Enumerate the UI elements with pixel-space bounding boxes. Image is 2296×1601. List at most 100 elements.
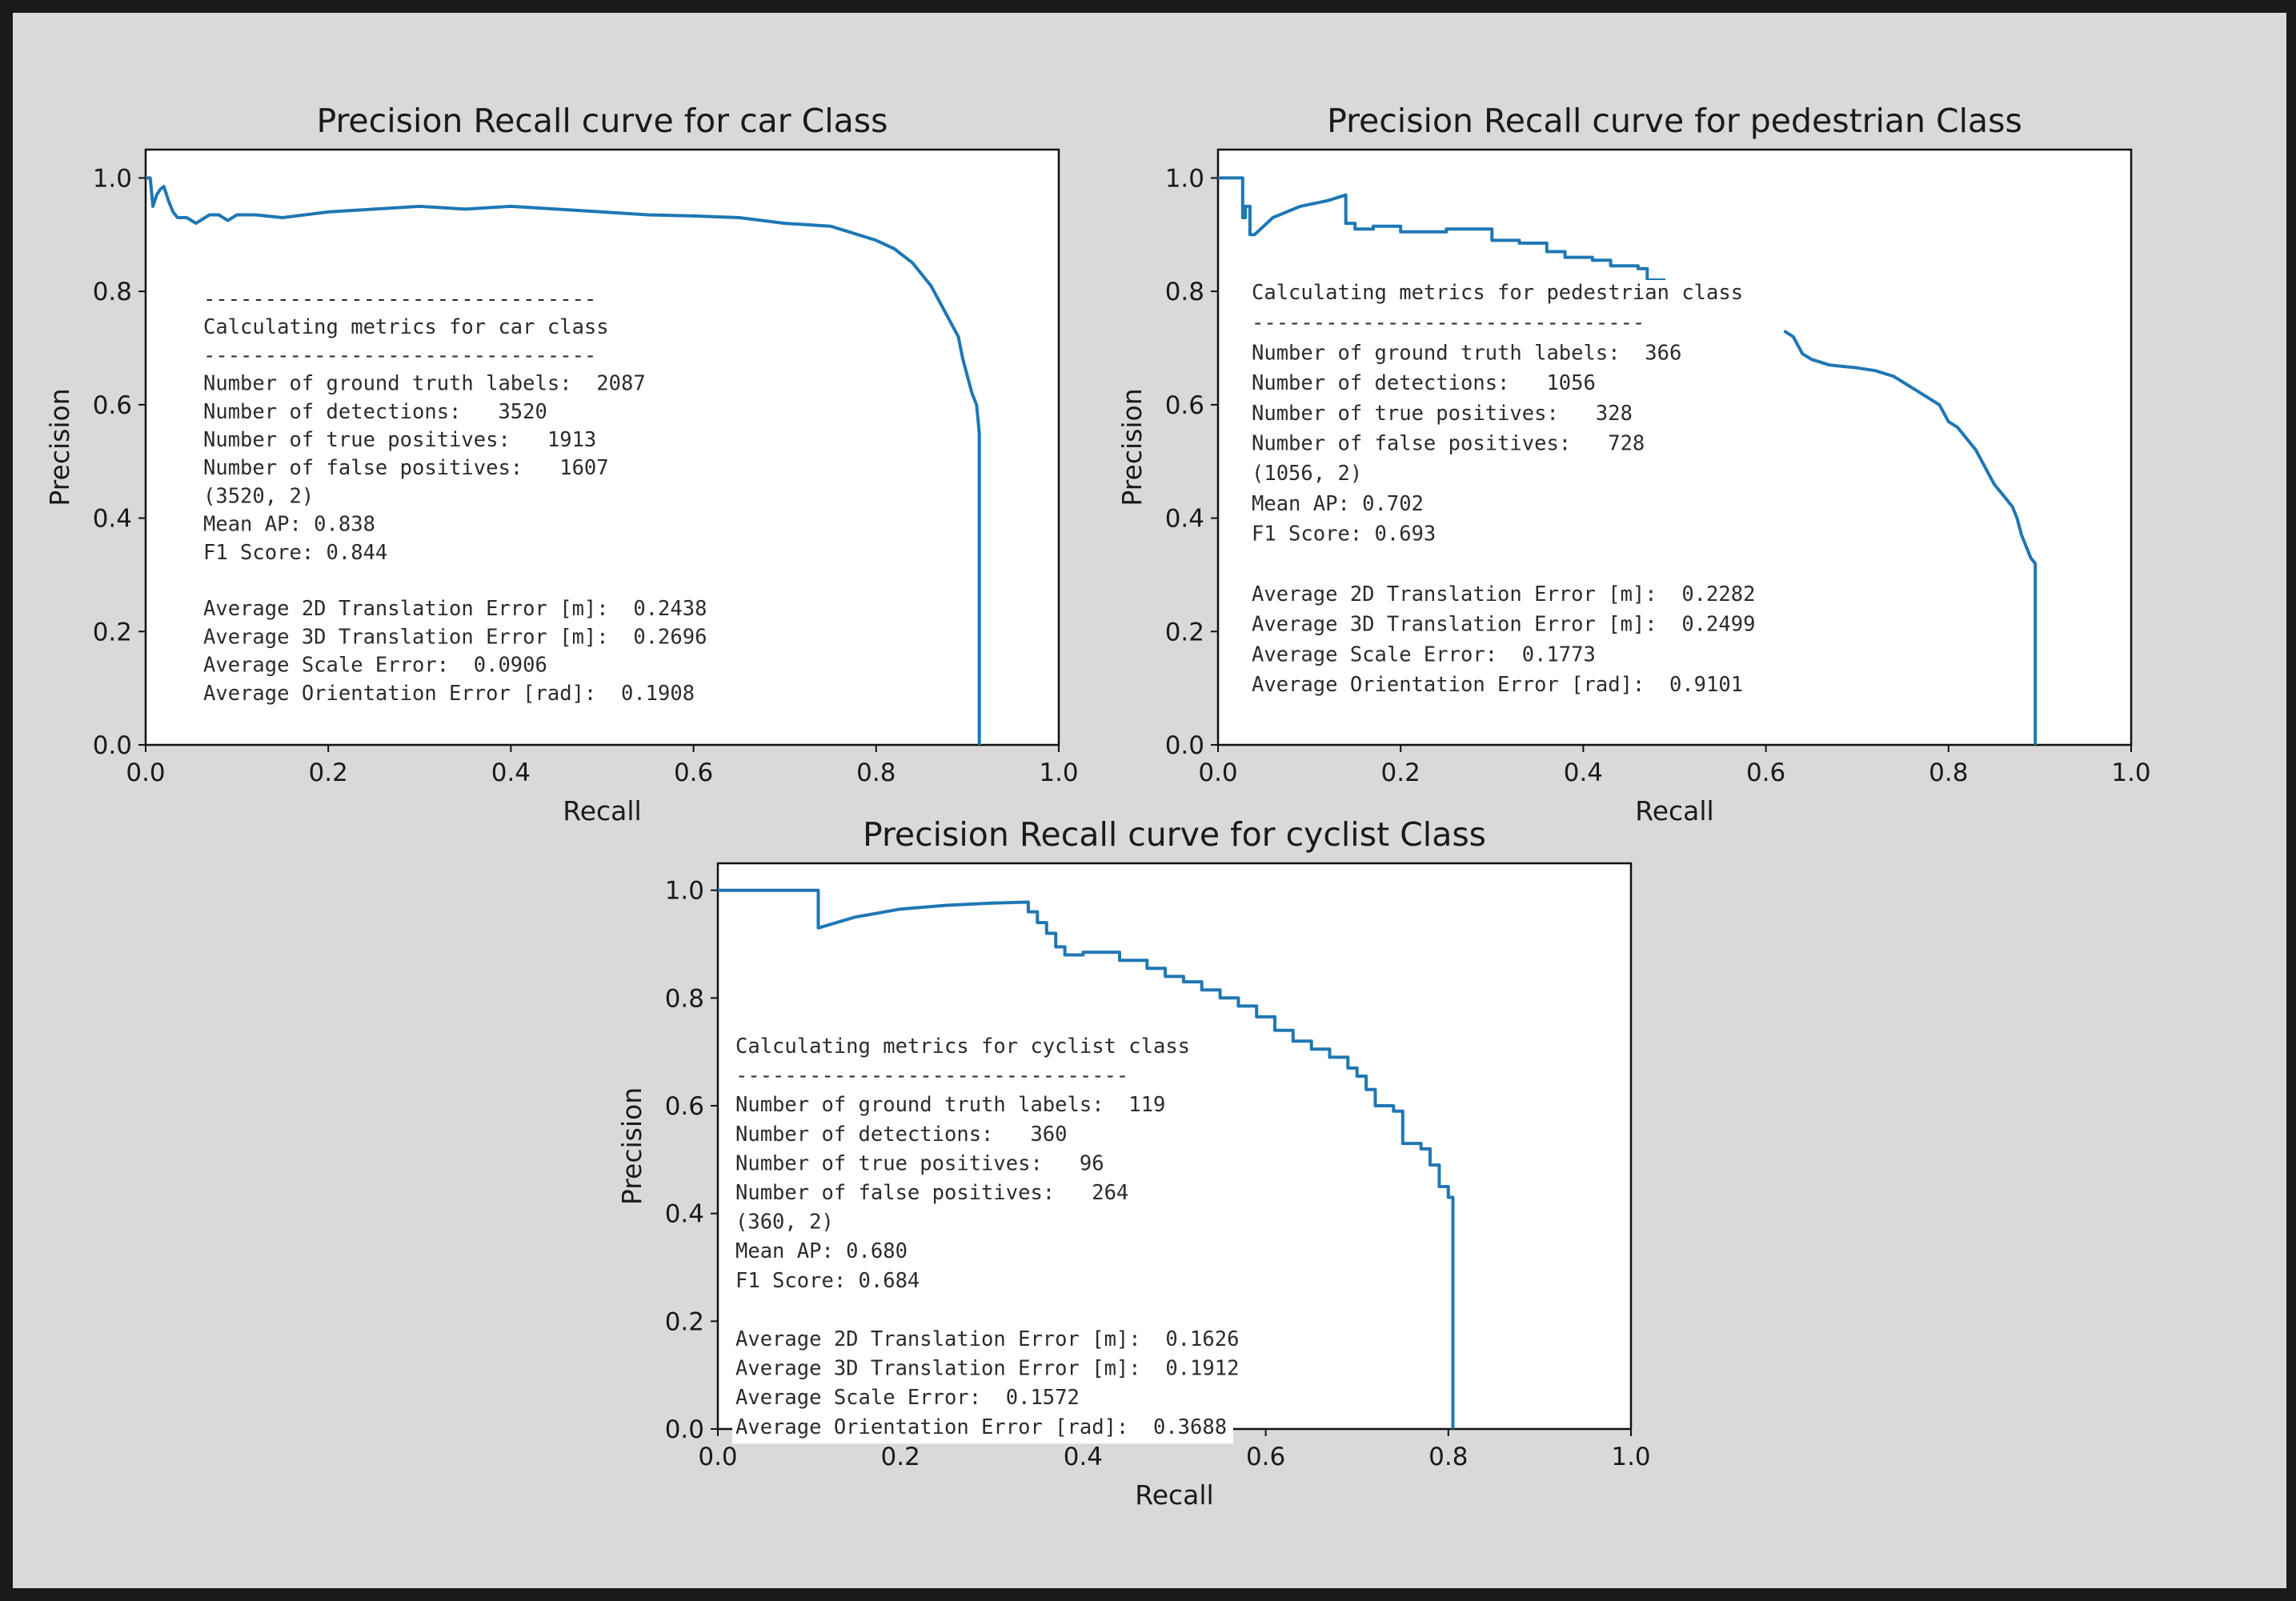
metrics-line-backdrop	[732, 1414, 1233, 1444]
metrics-line-backdrop	[200, 624, 714, 653]
metrics-line: --------------------------------	[203, 287, 596, 311]
metrics-line: Average Orientation Error [rad]: 0.1908	[203, 682, 695, 706]
x-tick-label: 1.0	[1039, 758, 1078, 787]
x-tick-label: 0.6	[674, 758, 713, 787]
metrics-line: Average 2D Translation Error [m]: 0.2282	[1252, 582, 1755, 606]
x-tick-label: 1.0	[1611, 1443, 1650, 1471]
metrics-line-backdrop	[200, 398, 554, 427]
x-tick-label: 0.4	[1564, 758, 1603, 787]
metrics-line-backdrop	[732, 1209, 839, 1239]
metrics-line-backdrop	[200, 539, 393, 568]
metrics-line: Number of true positives: 96	[735, 1151, 1104, 1175]
y-axis-label: Precision	[44, 388, 75, 506]
metrics-text-block: Calculating metrics for pedestrian class…	[1248, 280, 1762, 702]
metrics-line-backdrop	[732, 1385, 1086, 1415]
metrics-line-backdrop	[1248, 370, 1602, 401]
metrics-line: Number of detections: 360	[735, 1123, 1068, 1147]
metrics-text-block: -------------------------------- Calculat…	[200, 286, 714, 709]
metrics-line-backdrop	[200, 342, 603, 371]
x-tick-label: 0.8	[1428, 1443, 1468, 1471]
metrics-line-backdrop	[732, 1180, 1135, 1210]
x-tick-label: 0.6	[1746, 758, 1785, 787]
metrics-line-backdrop	[1248, 672, 1749, 702]
metrics-line-backdrop	[1248, 340, 1688, 371]
y-tick-label: 0.2	[1165, 618, 1204, 646]
x-tick-label: 0.6	[1246, 1443, 1285, 1471]
metrics-line: Number of ground truth labels: 2087	[203, 372, 646, 396]
metrics-line-backdrop	[1248, 611, 1762, 642]
metrics-line: Number of true positives: 1913	[203, 428, 596, 452]
pr-curve-line	[1218, 176, 1666, 282]
metrics-line-backdrop	[200, 427, 603, 456]
x-tick-label: 0.0	[698, 1443, 737, 1471]
metrics-line-backdrop	[200, 455, 615, 484]
x-tick-label: 0.8	[1929, 758, 1968, 787]
metrics-line: F1 Score: 0.844	[203, 541, 387, 565]
metrics-line: Average 2D Translation Error [m]: 0.2438	[203, 597, 707, 621]
y-tick-label: 0.4	[665, 1200, 704, 1229]
metrics-line-backdrop	[732, 1063, 1135, 1093]
x-axis-label: Recall	[1635, 795, 1713, 827]
metrics-line: --------------------------------	[203, 343, 596, 367]
y-tick-label: 0.8	[1165, 278, 1204, 306]
metrics-line-backdrop	[732, 1355, 1246, 1386]
metrics-line: Average Orientation Error [rad]: 0.3688	[735, 1415, 1227, 1439]
metrics-line: Average Scale Error: 0.0906	[203, 654, 547, 678]
metrics-line-backdrop	[732, 1267, 925, 1298]
y-tick-label: 1.0	[1165, 164, 1204, 193]
x-tick-label: 0.2	[881, 1443, 920, 1471]
metrics-line-backdrop	[1248, 521, 1441, 552]
x-tick-label: 0.0	[1198, 758, 1237, 787]
y-tick-label: 1.0	[665, 877, 704, 906]
figure: Precision Recall curve for car Class 0.0 0…	[13, 13, 2286, 1588]
chart-panel-2: Precision Recall curve for pedestrian Cl…	[1116, 102, 2151, 827]
metrics-line: Number of detections: 3520	[203, 400, 547, 424]
metrics-line-backdrop	[200, 314, 615, 343]
x-tick-label: 0.8	[856, 758, 896, 787]
metrics-line-backdrop	[732, 1034, 1196, 1063]
metrics-line-backdrop	[1248, 430, 1651, 462]
metrics-line-backdrop	[200, 286, 603, 315]
y-tick-label: 0.4	[93, 505, 132, 534]
metrics-line: Number of detections: 1056	[1252, 371, 1596, 395]
metrics-line: Average Orientation Error [rad]: 0.9101	[1252, 673, 1743, 697]
y-tick-label: 0.6	[93, 391, 132, 420]
metrics-line: Number of true positives: 328	[1252, 402, 1633, 426]
metrics-line-backdrop	[200, 596, 714, 625]
metrics-line: Calculating metrics for pedestrian class	[1252, 281, 1743, 305]
metrics-line-backdrop	[1248, 642, 1602, 673]
x-tick-label: 1.0	[2111, 758, 2150, 787]
metrics-line-backdrop	[1248, 461, 1368, 491]
metrics-line-backdrop	[200, 652, 554, 681]
metrics-line-backdrop	[1248, 280, 1749, 310]
metrics-line: Average Scale Error: 0.1773	[1252, 642, 1596, 666]
metrics-line: Calculating metrics for car class	[203, 315, 609, 339]
metrics-line: Mean AP: 0.702	[1252, 492, 1424, 516]
y-tick-label: 0.2	[665, 1307, 704, 1336]
y-axis-label: Precision	[1116, 388, 1148, 506]
chart-title: Precision Recall curve for pedestrian Cl…	[1327, 102, 2022, 140]
metrics-line: Average 3D Translation Error [m]: 0.2696	[203, 625, 707, 649]
metrics-line: Mean AP: 0.838	[203, 513, 375, 537]
metrics-line: Number of ground truth labels: 366	[1252, 341, 1681, 365]
chart-title: Precision Recall curve for car Class	[316, 102, 888, 140]
metrics-line-backdrop	[1248, 310, 1651, 341]
y-tick-label: 0.8	[93, 278, 132, 306]
metrics-line-backdrop	[200, 483, 319, 512]
x-tick-label: 0.4	[1064, 1443, 1103, 1471]
y-tick-label: 1.0	[93, 164, 132, 193]
pr-curve-line	[146, 176, 981, 745]
y-tick-label: 0.0	[93, 731, 132, 760]
metrics-text-block: Calculating metrics for cyclist class ---…	[732, 1034, 1246, 1444]
metrics-line: Calculating metrics for cyclist class	[735, 1035, 1190, 1059]
x-axis-label: Recall	[1135, 1479, 1213, 1511]
metrics-line: (360, 2)	[735, 1211, 834, 1235]
y-axis-label: Precision	[616, 1087, 647, 1205]
metrics-line: Average 2D Translation Error [m]: 0.1626	[735, 1327, 1239, 1351]
figure-canvas: Precision Recall curve for car Class 0.0 0…	[44, 102, 2151, 1511]
metrics-line-backdrop	[732, 1151, 1110, 1180]
metrics-line-backdrop	[732, 1327, 1246, 1356]
metrics-line: Number of false positives: 728	[1252, 432, 1645, 456]
metrics-line-backdrop	[1248, 582, 1762, 612]
y-tick-label: 0.8	[665, 984, 704, 1013]
